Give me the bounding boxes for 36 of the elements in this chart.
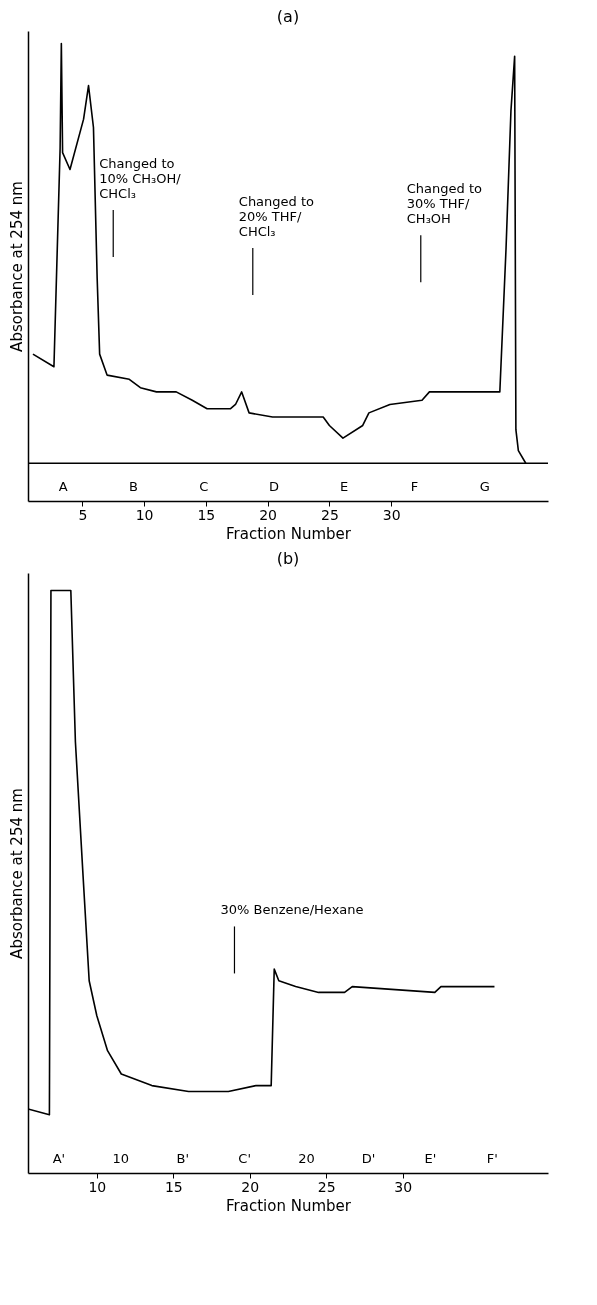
ref-line-label: 30% Benzene/Hexane xyxy=(220,902,364,918)
x-tick-label: 25 xyxy=(317,1178,336,1195)
x-axis-title: Fraction Number xyxy=(226,524,352,543)
text: G xyxy=(479,479,490,494)
annotation: 20 xyxy=(298,1151,315,1166)
ref-line-label: Changed to 20% THF/ CHCl₃ xyxy=(238,193,315,239)
annotation: B' xyxy=(176,1151,190,1166)
x-tick-label: 20 xyxy=(259,506,278,523)
annotation: D' xyxy=(361,1151,376,1166)
x-tick-label: 30 xyxy=(394,1178,413,1195)
text: C xyxy=(199,479,209,494)
y-axis-title: Absorbance at 254 nm xyxy=(7,181,26,352)
annotation: F' xyxy=(486,1151,498,1166)
annotation: A' xyxy=(52,1151,66,1166)
text: A xyxy=(58,479,68,494)
x-tick-label: 15 xyxy=(197,506,216,523)
x-tick-label: 30 xyxy=(382,506,401,523)
x-axis-title: Fraction Number xyxy=(226,1196,352,1215)
text: E xyxy=(340,479,349,494)
x-tick-label: 20 xyxy=(241,1178,260,1195)
annotation: C' xyxy=(238,1151,251,1166)
text: D xyxy=(268,479,279,494)
chart-title: (a) xyxy=(276,7,300,26)
annotation: 10 xyxy=(112,1151,130,1166)
x-tick-label: 10 xyxy=(135,506,154,523)
x-tick-label: 25 xyxy=(320,506,339,523)
x-tick-label: 5 xyxy=(78,506,88,523)
text: B xyxy=(128,479,138,494)
x-tick-label: 10 xyxy=(88,1178,107,1195)
y-axis-title: Absorbance at 254 nm xyxy=(7,788,26,959)
annotation: E' xyxy=(424,1151,437,1166)
text: F xyxy=(410,479,419,494)
chart-title: (b) xyxy=(276,549,300,568)
ref-line-label: Changed to 30% THF/ CH₃OH xyxy=(406,181,483,227)
ref-line-label: Changed to 10% CH₃OH/ CHCl₃ xyxy=(99,156,182,202)
x-tick-label: 15 xyxy=(164,1178,183,1195)
